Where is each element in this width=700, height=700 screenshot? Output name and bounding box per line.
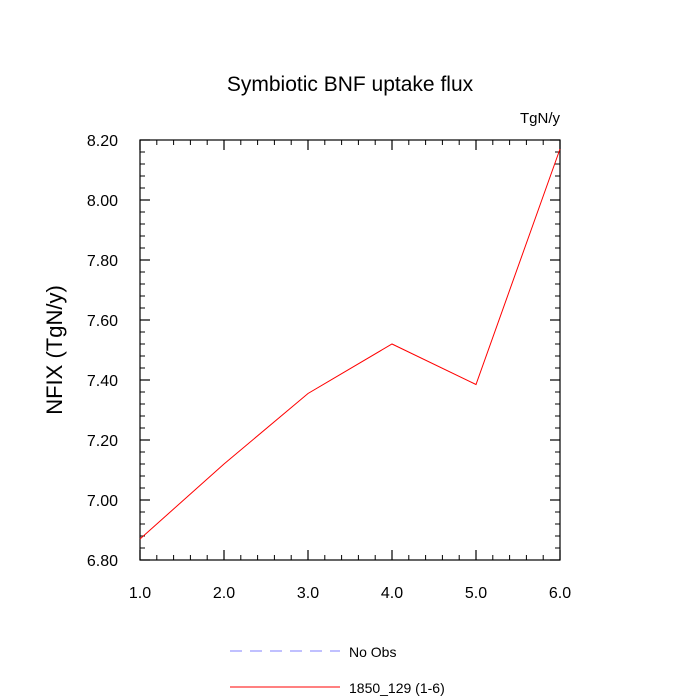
axis-ticks: [139, 139, 561, 561]
x-tick-label: 4.0: [381, 585, 403, 602]
y-tick-label: 7.80: [87, 253, 118, 270]
y-tick-label: 6.80: [87, 553, 118, 570]
chart-title: Symbiotic BNF uptake flux: [227, 73, 474, 96]
legend: No Obs 1850_129 (1-6): [230, 644, 445, 696]
legend-label: 1850_129 (1-6): [349, 680, 445, 696]
series-line: [139, 148, 561, 540]
y-tick-label: 8.00: [87, 193, 118, 210]
y-tick-label: 8.20: [87, 133, 118, 150]
y-tick-label: 7.40: [87, 373, 118, 390]
y-tick-label: 7.00: [87, 493, 118, 510]
tick-labels: 1.0 2.0 3.0 4.0 5.0 6.0 6.80 7.00 7.20 7.40 7.60 7.…: [87, 133, 571, 602]
x-tick-label: 2.0: [213, 585, 235, 602]
units-label: TgN/y: [520, 110, 561, 127]
x-tick-label: 5.0: [465, 585, 487, 602]
x-tick-label: 1.0: [129, 585, 151, 602]
y-axis-label: NFIX (TgN/y): [42, 285, 67, 415]
x-tick-label: 3.0: [297, 585, 319, 602]
x-tick-label: 6.0: [549, 585, 571, 602]
y-tick-label: 7.60: [87, 313, 118, 330]
plot-frame: [139, 139, 561, 561]
legend-label: No Obs: [349, 644, 396, 660]
series-group: [139, 148, 561, 540]
y-tick-label: 7.20: [87, 433, 118, 450]
